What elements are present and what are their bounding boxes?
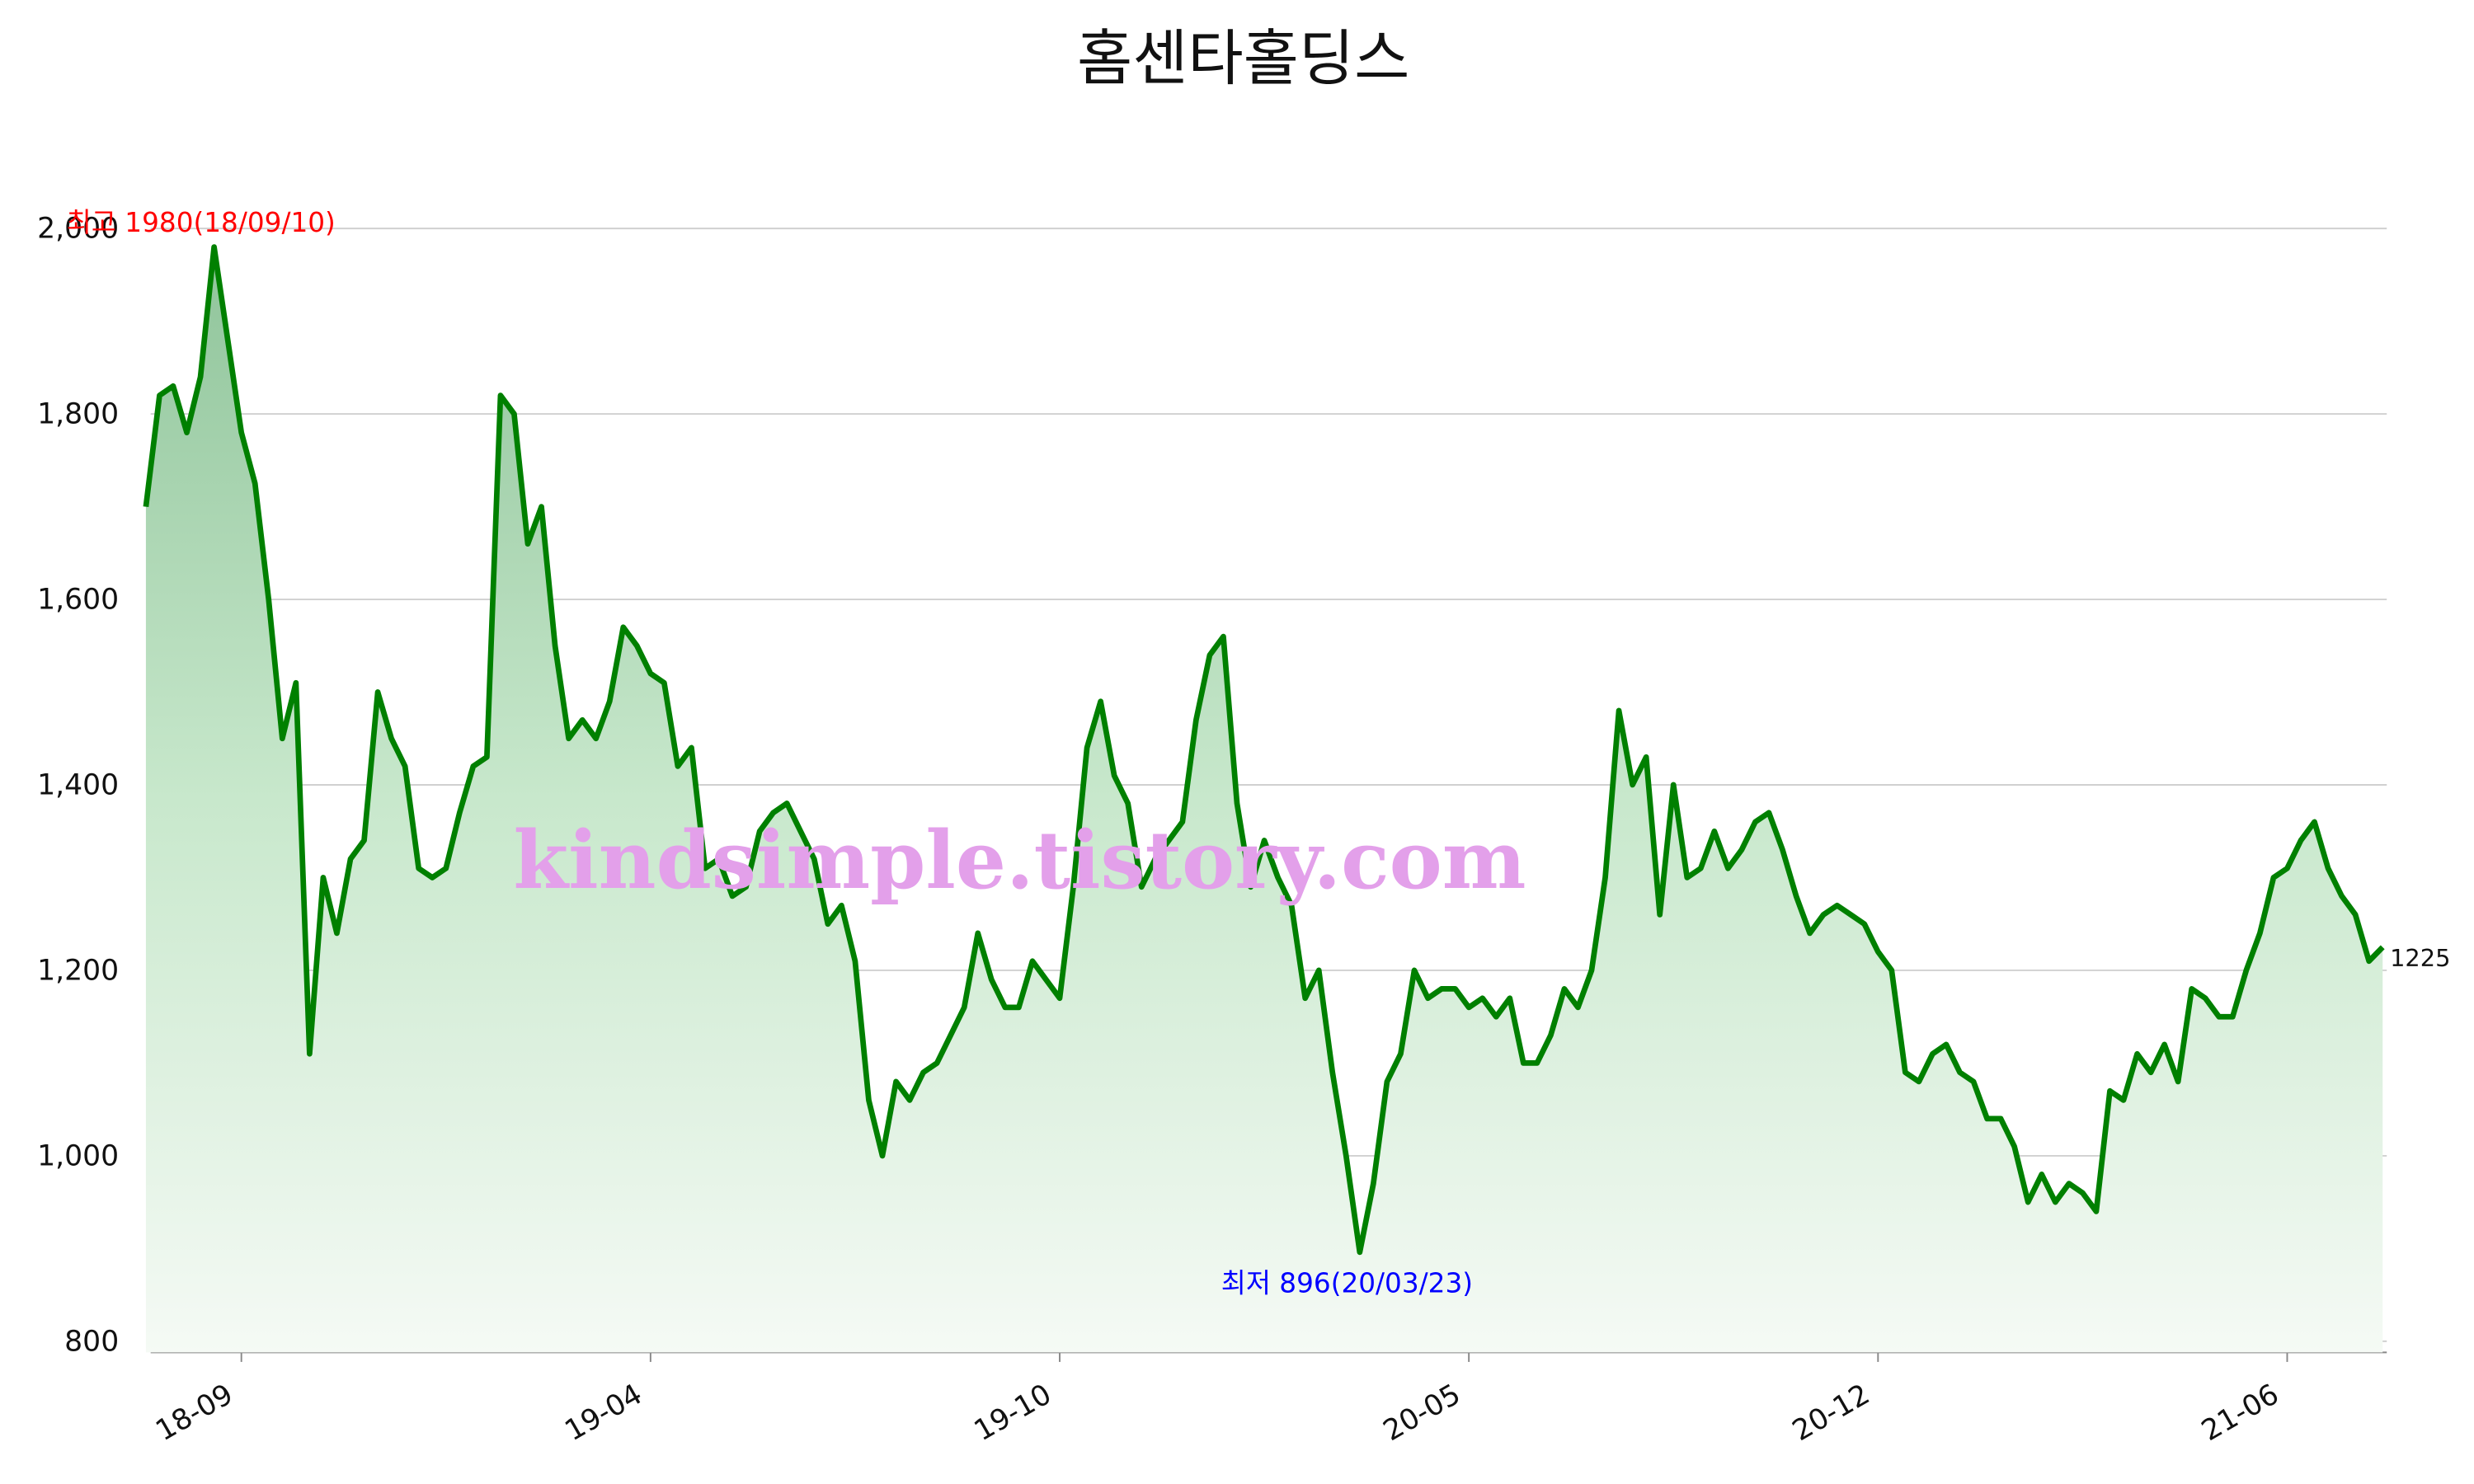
x-tick-label: 20-12: [1787, 1378, 1875, 1448]
x-tick-label: 19-04: [560, 1378, 648, 1448]
y-tick-label: 800: [64, 1325, 119, 1358]
y-tick-label: 1,800: [37, 398, 119, 431]
watermark: kindsimple.tistory.com: [514, 814, 1526, 907]
area: [145, 247, 2383, 1353]
x-tick-label: 20-05: [1378, 1378, 1466, 1448]
y-tick-label: 1,000: [37, 1139, 119, 1172]
min-annotation: 최저 896(20/03/23): [1221, 1267, 1473, 1298]
y-tick-label: 1,600: [37, 584, 119, 617]
chart-title: 홈센타홀딩스: [1077, 24, 1409, 94]
y-tick-label: 2,000: [37, 213, 119, 246]
x-tick-label: 19-10: [969, 1378, 1057, 1448]
x-tick-label: 18-09: [150, 1378, 238, 1448]
price-line: [143, 244, 2385, 1256]
y-tick-label: 1,400: [37, 769, 119, 802]
y-tick-label: 1,200: [37, 954, 119, 987]
max-annotation: 최고 1980(18/09/10): [67, 207, 336, 238]
last-value-label: 1225: [2390, 944, 2450, 972]
x-tick-label: 21-06: [2196, 1378, 2284, 1448]
